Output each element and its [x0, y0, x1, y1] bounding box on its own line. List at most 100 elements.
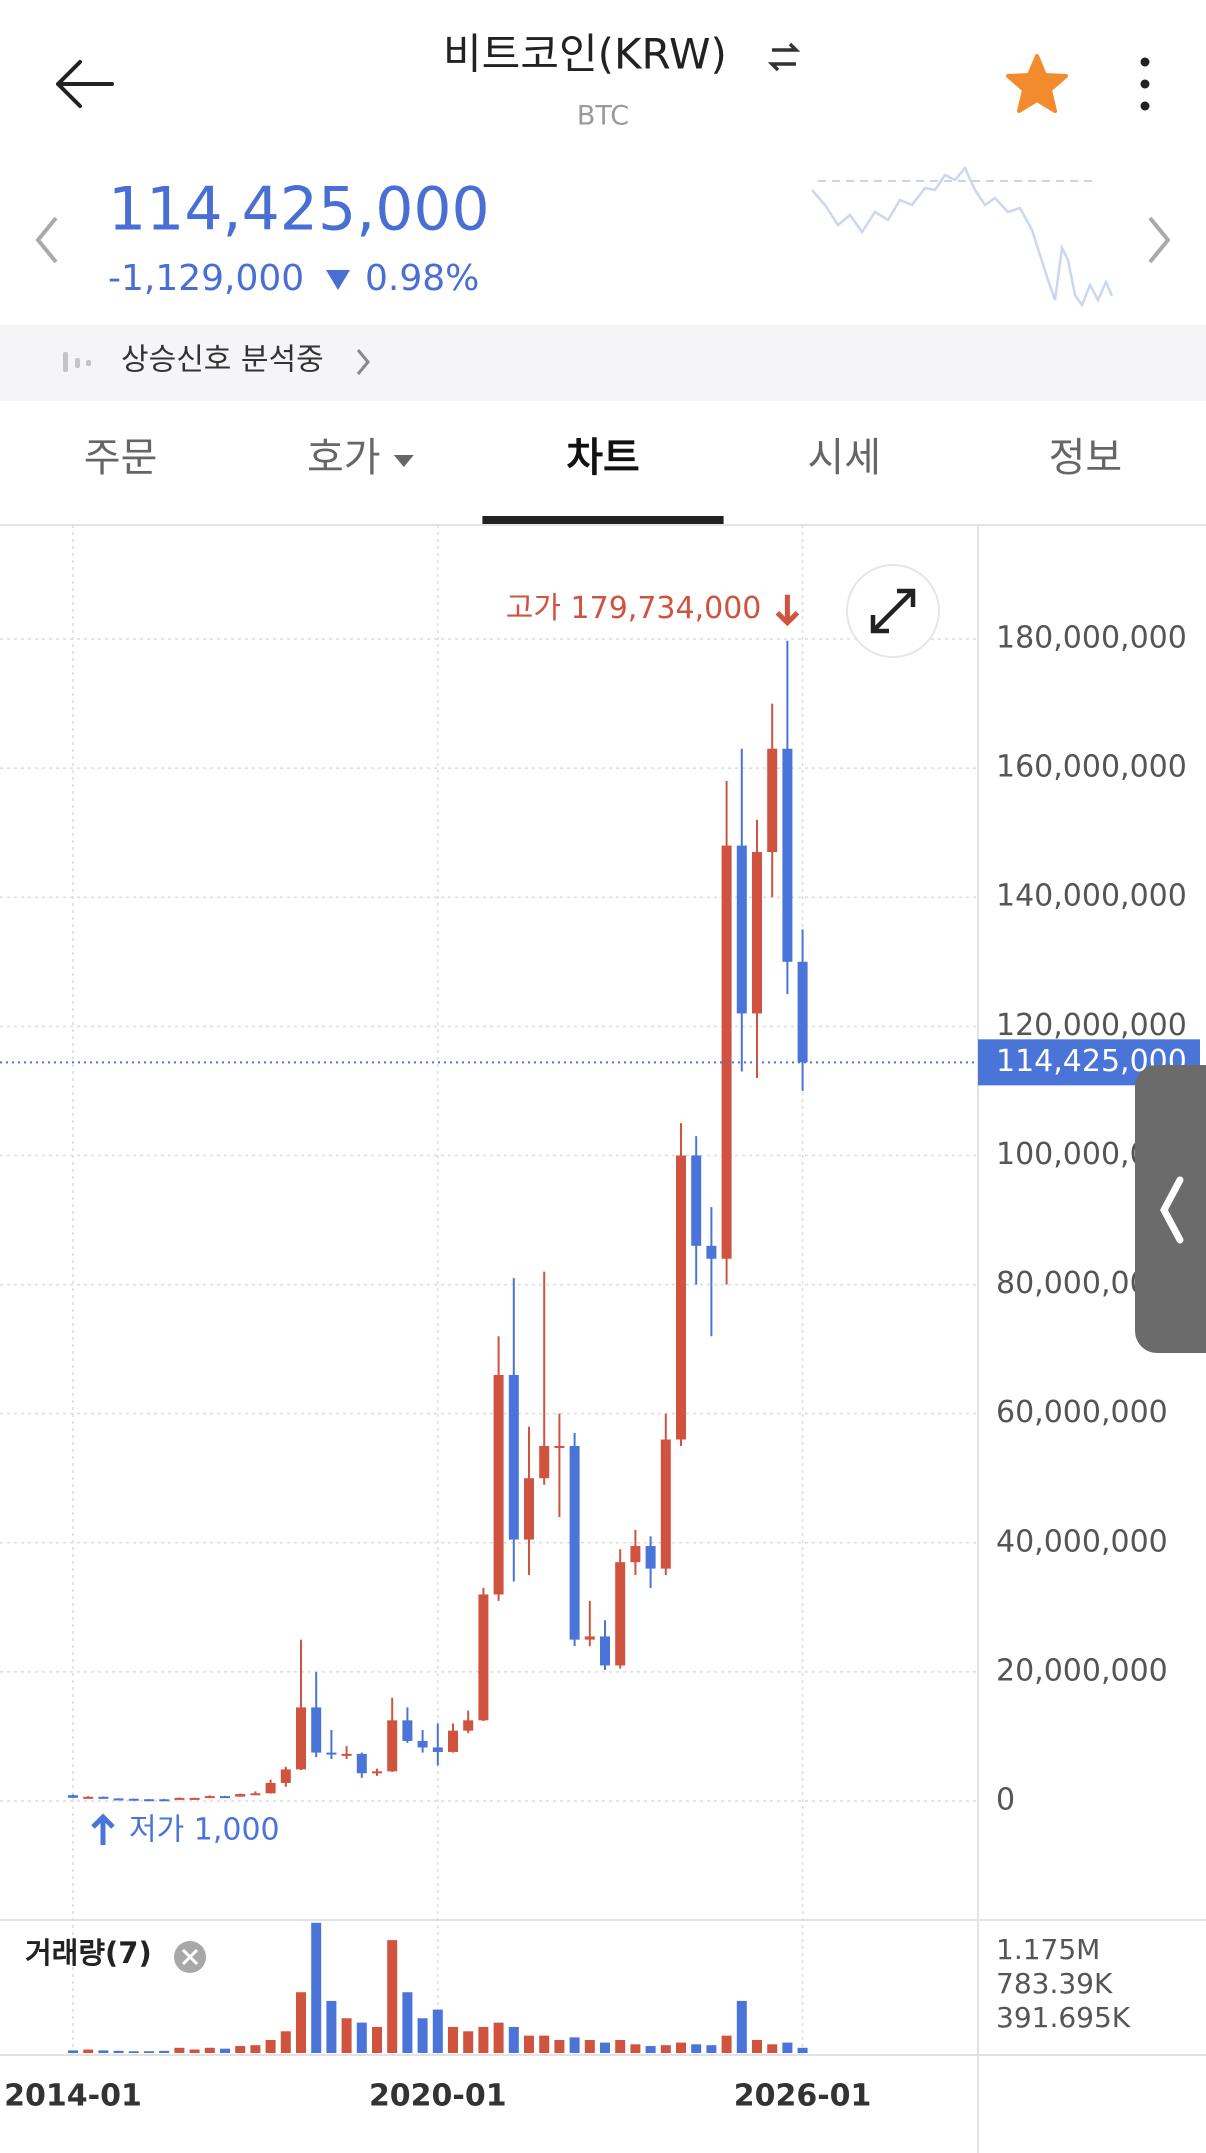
signal-icon [86, 360, 91, 366]
candle-body [387, 1720, 398, 1772]
volume-bar [463, 2031, 474, 2053]
candle-body [68, 1795, 78, 1798]
candle-body [356, 1753, 367, 1774]
back-button[interactable] [56, 60, 114, 108]
candle-body [159, 1799, 170, 1802]
candle-body [508, 1374, 519, 1540]
y-tick-label: 180,000,000 [996, 621, 1187, 656]
volume-bar [752, 2039, 762, 2053]
more-menu[interactable] [1140, 57, 1150, 111]
volume-bar [326, 2000, 337, 2053]
tab-label[interactable]: 주문 [84, 435, 158, 481]
candle-body [767, 748, 778, 853]
candle-body [630, 1546, 641, 1563]
volume-bar [736, 2000, 747, 2053]
volume-tick-label: 783.39K [996, 1967, 1113, 2000]
y-tick-label: 140,000,000 [996, 879, 1187, 914]
candle-body [235, 1794, 246, 1797]
volume-bar [189, 2049, 200, 2053]
volume-bar [402, 1992, 413, 2053]
y-tick-label: 160,000,000 [996, 750, 1187, 785]
low-arrow [91, 1813, 115, 1845]
side-panel-handle[interactable] [1135, 1065, 1206, 1353]
volume-bar [98, 2050, 109, 2053]
volume-bar [569, 2037, 580, 2053]
volume-bar [584, 2039, 595, 2053]
high-arrow [775, 594, 800, 627]
down-triangle [326, 270, 350, 290]
tab-label[interactable]: 호가 [307, 435, 381, 481]
current-price: 114,425,000 [108, 175, 490, 245]
candle-body [539, 1445, 550, 1479]
y-tick-label: 40,000,000 [996, 1524, 1168, 1559]
volume-bar [372, 2026, 382, 2053]
candle-body [797, 961, 808, 1063]
candle-body [220, 1796, 230, 1799]
sparkline-path [811, 165, 1114, 308]
candle-body [341, 1753, 352, 1756]
volume-bar [645, 2046, 656, 2053]
candle-body [280, 1769, 291, 1783]
next-button[interactable] [1148, 216, 1171, 264]
back-icon [56, 60, 114, 108]
candle-body [448, 1730, 458, 1752]
volume-bar [250, 2045, 261, 2053]
volume-bar [68, 2050, 78, 2053]
volume-bar [235, 2046, 246, 2053]
price-change: -1,129,000 [108, 258, 304, 299]
favorite-star[interactable] [1006, 54, 1068, 113]
candle-body [691, 1155, 702, 1246]
candle-body [128, 1798, 139, 1801]
candle-body [432, 1747, 443, 1752]
volume-bar [448, 2026, 458, 2053]
signal-chevron [356, 349, 370, 375]
candle-body [782, 748, 793, 962]
volume-bar [387, 1940, 398, 2053]
candle-body [493, 1374, 504, 1595]
prev-button[interactable] [35, 216, 58, 264]
sparkline [811, 165, 1114, 308]
volume-bar [706, 2045, 717, 2053]
candle-body [372, 1771, 382, 1774]
candle-body [660, 1439, 671, 1569]
volume-bar [113, 2050, 124, 2053]
high-annotation: 고가 179,734,000 [506, 591, 762, 626]
tab-label[interactable]: 시세 [807, 435, 881, 481]
candle-body [311, 1707, 322, 1753]
volume-bar [220, 2048, 230, 2053]
candle-body [417, 1740, 428, 1748]
volume-bar [767, 2044, 778, 2053]
volume-bar [721, 2035, 732, 2053]
candle-body [584, 1636, 595, 1640]
low-annotation: 저가 1,000 [129, 1813, 280, 1848]
swap-icon[interactable] [767, 42, 801, 72]
volume-bar [508, 2026, 519, 2053]
volume-bar [630, 2044, 641, 2053]
active-tab-indicator [482, 516, 724, 525]
candle-body [600, 1636, 610, 1666]
tab-label[interactable]: 정보 [1049, 435, 1123, 481]
y-tick-label: 60,000,000 [996, 1395, 1168, 1430]
volume-bar [311, 1922, 322, 2053]
volume-bar [691, 2044, 702, 2053]
volume-bar [554, 2039, 565, 2053]
candle-body [250, 1793, 261, 1796]
volume-bar [524, 2035, 534, 2053]
tab-label[interactable]: 차트 [566, 435, 640, 481]
volume-bar [128, 2051, 139, 2053]
candle-body [478, 1594, 489, 1721]
candle-body [265, 1782, 276, 1794]
x-tick-label: 2026-01 [734, 2079, 872, 2114]
candle-body [615, 1562, 626, 1666]
signal-bar[interactable] [0, 325, 1206, 401]
menu-dot [1140, 57, 1150, 67]
volume-bar [280, 2031, 291, 2053]
menu-dot [1140, 101, 1150, 111]
volume-tick-label: 391.695K [996, 2001, 1131, 2034]
expand-icon [870, 588, 916, 634]
volume-title: 거래량(7) [25, 1936, 152, 1970]
volume-bar [676, 2042, 686, 2053]
candle-body [189, 1797, 200, 1800]
candlestick-chart: 020,000,00040,000,00060,000,00080,000,00… [0, 525, 1206, 2153]
